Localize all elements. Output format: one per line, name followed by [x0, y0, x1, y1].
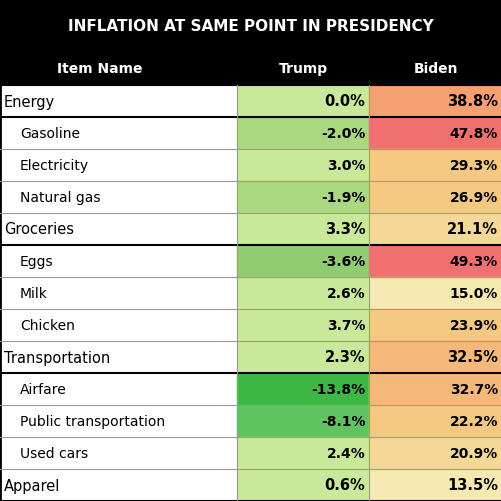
Text: 0.6%: 0.6% [324, 477, 365, 492]
Text: 38.8%: 38.8% [446, 94, 497, 109]
Bar [236, 310, 369, 341]
Bar [236, 278, 369, 310]
Bar [236, 437, 369, 469]
Text: Groceries: Groceries [4, 222, 74, 237]
Bar [236, 245, 369, 278]
Bar [0, 341, 236, 373]
Text: -3.6%: -3.6% [321, 255, 365, 269]
Text: 22.2%: 22.2% [448, 414, 497, 428]
Bar [369, 469, 501, 501]
Text: Eggs: Eggs [20, 255, 54, 269]
Bar [236, 150, 369, 182]
Bar [236, 341, 369, 373]
Text: Item Name: Item Name [57, 62, 142, 76]
Text: Chicken: Chicken [20, 318, 75, 332]
Text: 2.4%: 2.4% [326, 446, 365, 460]
Text: 23.9%: 23.9% [449, 318, 497, 332]
Bar [369, 405, 501, 437]
Bar [0, 245, 236, 278]
Text: INFLATION AT SAME POINT IN PRESIDENCY: INFLATION AT SAME POINT IN PRESIDENCY [68, 19, 433, 34]
Text: Energy: Energy [4, 94, 55, 109]
Bar [236, 182, 369, 213]
Bar [0, 278, 236, 310]
Text: 3.0%: 3.0% [326, 159, 365, 173]
Text: 49.3%: 49.3% [449, 255, 497, 269]
Bar [369, 150, 501, 182]
Text: 0.0%: 0.0% [324, 94, 365, 109]
Bar [369, 213, 501, 245]
Text: Airfare: Airfare [20, 382, 67, 396]
Text: 20.9%: 20.9% [449, 446, 497, 460]
Text: 2.6%: 2.6% [326, 287, 365, 301]
Text: Natural gas: Natural gas [20, 190, 100, 204]
Bar [236, 213, 369, 245]
Bar [0, 86, 236, 118]
Bar [369, 373, 501, 405]
Bar [0, 118, 236, 150]
Bar [0, 52, 501, 86]
Bar [0, 213, 236, 245]
Text: Trump: Trump [278, 62, 327, 76]
Bar [0, 469, 236, 501]
Text: 2.3%: 2.3% [324, 350, 365, 365]
Bar [0, 150, 236, 182]
Text: 26.9%: 26.9% [449, 190, 497, 204]
Text: Used cars: Used cars [20, 446, 88, 460]
Text: Apparel: Apparel [4, 477, 60, 492]
Text: 47.8%: 47.8% [449, 127, 497, 141]
Bar [0, 182, 236, 213]
Bar [369, 310, 501, 341]
Bar [369, 341, 501, 373]
Text: 13.5%: 13.5% [446, 477, 497, 492]
Bar [0, 310, 236, 341]
Bar [236, 469, 369, 501]
Text: 29.3%: 29.3% [449, 159, 497, 173]
Bar [369, 437, 501, 469]
Text: -2.0%: -2.0% [321, 127, 365, 141]
Text: -8.1%: -8.1% [320, 414, 365, 428]
Text: 3.7%: 3.7% [326, 318, 365, 332]
Bar [369, 278, 501, 310]
Bar [0, 437, 236, 469]
Text: 21.1%: 21.1% [446, 222, 497, 237]
Text: Biden: Biden [413, 62, 457, 76]
Text: Transportation: Transportation [4, 350, 110, 365]
Bar [369, 118, 501, 150]
Bar [369, 245, 501, 278]
Text: -1.9%: -1.9% [321, 190, 365, 204]
Text: Gasoline: Gasoline [20, 127, 80, 141]
Bar [236, 373, 369, 405]
Text: -13.8%: -13.8% [311, 382, 365, 396]
Text: Electricity: Electricity [20, 159, 89, 173]
Text: Public transportation: Public transportation [20, 414, 165, 428]
Bar [236, 118, 369, 150]
Bar [236, 86, 369, 118]
Bar [0, 405, 236, 437]
Bar [236, 405, 369, 437]
Text: 15.0%: 15.0% [449, 287, 497, 301]
Text: 32.5%: 32.5% [446, 350, 497, 365]
Bar [0, 373, 236, 405]
Bar [369, 86, 501, 118]
Text: 3.3%: 3.3% [324, 222, 365, 237]
Text: 32.7%: 32.7% [449, 382, 497, 396]
Bar [369, 182, 501, 213]
Text: Milk: Milk [20, 287, 48, 301]
